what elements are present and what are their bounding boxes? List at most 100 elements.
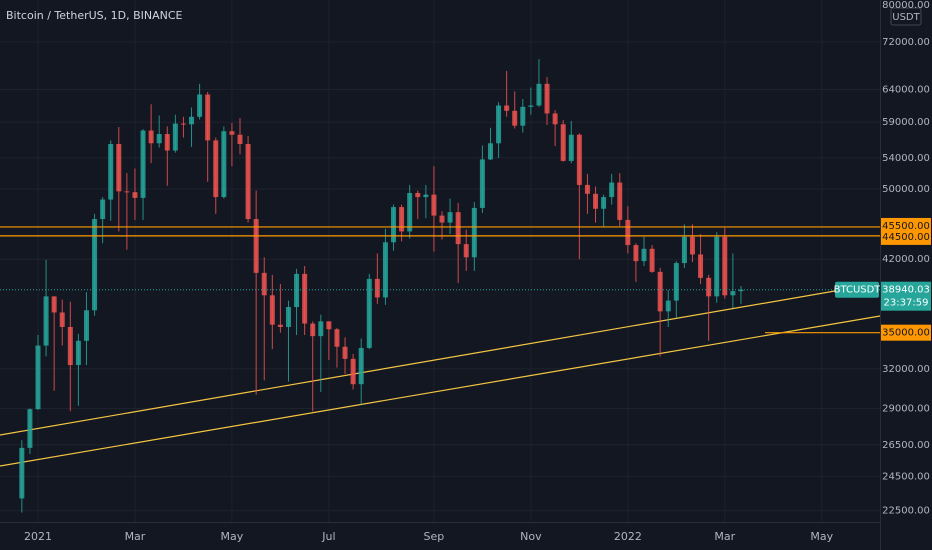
candle-body — [237, 134, 243, 144]
candle-body — [382, 242, 388, 298]
x-tick-label: Mar — [714, 530, 735, 543]
candle-body — [673, 263, 679, 301]
candle-body — [568, 134, 574, 161]
y-tick-label: 22500.00 — [882, 506, 930, 517]
x-tick-label: Sep — [424, 530, 445, 543]
candle-body — [100, 199, 106, 220]
candle-body — [471, 207, 477, 258]
candle-body — [496, 105, 502, 144]
currency-label: USDT — [892, 12, 920, 23]
candle-body — [625, 219, 631, 246]
y-tick-label: 59000.00 — [882, 117, 930, 128]
x-tick-label: 2022 — [614, 530, 642, 543]
candle-body — [738, 289, 744, 292]
candle-body — [19, 447, 25, 499]
candle-body — [172, 123, 178, 151]
y-tick-label: 54000.00 — [882, 153, 930, 164]
y-tick-label: 64000.00 — [882, 84, 930, 95]
candle-body — [528, 105, 534, 107]
candle-body — [261, 272, 267, 296]
candle-body — [27, 409, 33, 448]
candle-body — [593, 193, 599, 209]
candle-body — [487, 143, 493, 160]
candle-body — [197, 94, 203, 117]
candle-body — [269, 295, 275, 325]
countdown-label: 23:37:59 — [884, 298, 929, 309]
x-tick-label: May — [810, 530, 833, 543]
candle-body — [504, 105, 510, 111]
symbol-label: BTCUSDT — [834, 285, 882, 296]
candle-body — [342, 346, 348, 359]
candle-body — [609, 182, 615, 198]
candle-body — [245, 143, 251, 220]
candle-body — [148, 130, 154, 144]
candle-body — [714, 236, 720, 297]
level-label-box — [881, 324, 931, 341]
candle-body — [189, 116, 195, 125]
candle-body — [156, 134, 162, 144]
y-tick-label: 24500.00 — [882, 471, 930, 482]
y-tick-label: 42000.00 — [882, 254, 930, 265]
candle-body — [43, 296, 49, 346]
candle-body — [83, 310, 89, 341]
level-label: 45500.00 — [882, 221, 930, 232]
x-tick-label: May — [221, 530, 244, 543]
candle-body — [358, 347, 364, 385]
trend-line[interactable] — [0, 315, 881, 467]
trend-line[interactable] — [0, 290, 836, 436]
candle-body — [617, 182, 623, 220]
candle-body — [512, 110, 518, 126]
candle-body — [455, 212, 461, 245]
level-label-box — [881, 228, 931, 245]
y-tick-label: 50000.00 — [882, 184, 930, 195]
x-tick-label: Jul — [321, 530, 335, 543]
candle-body — [132, 192, 138, 198]
candle-body — [164, 134, 170, 151]
candle-body — [108, 143, 114, 200]
candle-body — [374, 278, 380, 298]
candle-body — [59, 312, 65, 327]
candle-body — [391, 207, 397, 243]
candle-body — [318, 321, 324, 337]
candle-body — [310, 323, 316, 337]
candle-body — [415, 192, 421, 198]
candle-body — [576, 134, 582, 185]
candle-body — [294, 273, 300, 308]
candle-body — [67, 326, 73, 366]
candle-body — [180, 123, 186, 125]
currency-box[interactable] — [890, 7, 922, 26]
candle-body — [431, 194, 437, 216]
candle-body — [536, 83, 542, 106]
candle-body — [350, 358, 356, 385]
candle-body — [326, 321, 332, 330]
grid — [0, 0, 880, 522]
candle-body — [423, 194, 429, 198]
candle-body — [221, 131, 227, 198]
candle-body — [213, 140, 219, 198]
candle-body — [722, 236, 728, 296]
candle-body — [479, 159, 485, 208]
last-price-label: 38940.03 — [882, 285, 930, 296]
x-tick-label: Mar — [125, 530, 146, 543]
y-tick-label: 72000.00 — [882, 37, 930, 48]
candle-body — [681, 236, 687, 264]
drawings — [0, 290, 881, 467]
candles — [19, 59, 744, 513]
candle-body — [447, 212, 453, 223]
candle-body — [75, 340, 81, 366]
candle-body — [730, 291, 736, 296]
candle-body — [560, 124, 566, 161]
chart-title: Bitcoin / TetherUS, 1D, BINANCE — [6, 9, 183, 22]
x-tick-label: Nov — [520, 530, 542, 543]
candle-body — [253, 219, 259, 273]
x-tick-label: 2021 — [24, 530, 52, 543]
candle-body — [665, 300, 671, 312]
y-tick-label: 26500.00 — [882, 440, 930, 451]
candle-body — [633, 245, 639, 262]
candle-body — [366, 278, 372, 348]
candle-body — [302, 273, 308, 324]
y-tick-label: 32000.00 — [882, 364, 930, 375]
